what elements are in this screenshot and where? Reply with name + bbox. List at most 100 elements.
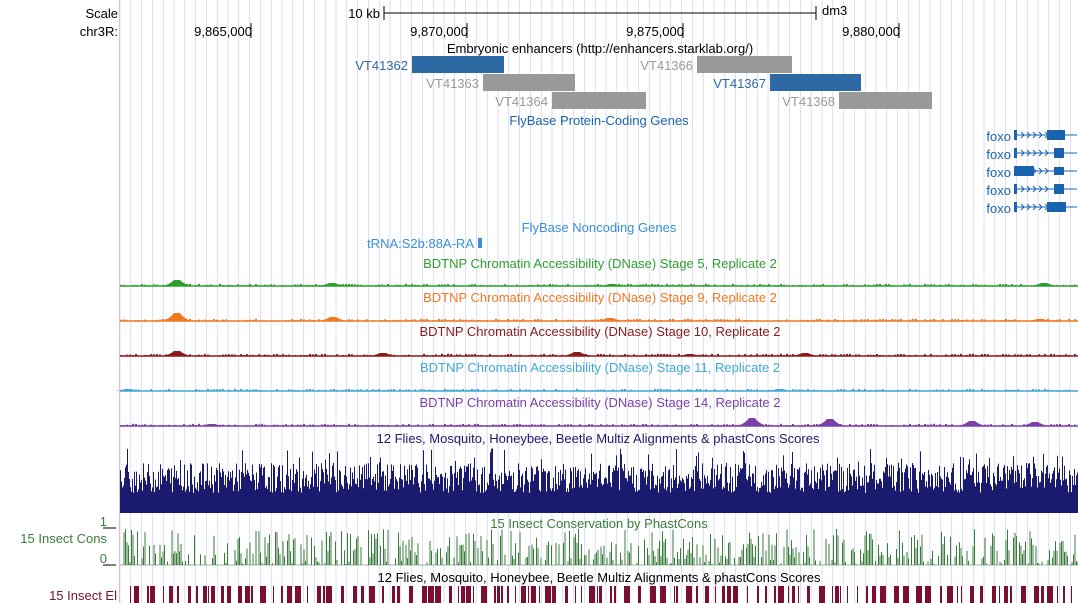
cons-bar [917,540,918,565]
cons-bar [458,562,459,565]
enhancer-vt41362[interactable] [412,56,504,73]
conserved-element [317,586,321,603]
enhancer-vt41363[interactable] [483,74,575,91]
multiz-bar [271,463,272,513]
elements-side-label[interactable]: 15 Insect El [49,588,117,603]
gene-label-foxo[interactable]: foxo [986,129,1011,144]
dnase-bar [585,390,587,391]
multiz-bar [195,487,196,513]
dnase-stage5-title[interactable]: BDTNP Chromatin Accessibility (DNase) St… [423,256,777,271]
enhancer-vt41364[interactable] [552,92,646,109]
cons-side-label[interactable]: 15 Insect Cons [20,531,107,546]
multiz-bar [971,475,972,513]
foxo-gene-models[interactable] [1014,130,1077,212]
multiz-bar [128,472,129,513]
cons-bar [252,553,254,565]
multiz-bar [836,470,837,513]
dnase-bar [714,319,716,321]
multiz-bar [904,472,905,513]
dnase-bar [939,284,941,286]
dnase-bar [159,354,161,356]
cons-bar [678,559,680,565]
conserved-elements [130,586,1072,603]
dnase-bar [501,285,503,286]
multiz-bar [909,488,910,513]
multiz-bar [700,480,701,513]
gene-label-foxo[interactable]: foxo [986,183,1011,198]
trna-feature[interactable] [478,238,482,248]
multiz-bar [419,487,420,513]
multiz-bar [1015,470,1016,513]
conserved-element [599,586,602,603]
dnase-bar [594,284,596,286]
dnase-bar [501,424,503,426]
dnase-bar [285,390,287,391]
enhancer-vt41367[interactable] [770,74,861,91]
flybase-coding-track-title[interactable]: FlyBase Protein-Coding Genes [509,113,689,128]
enhancer-label[interactable]: VT41367 [713,76,766,91]
enhancer-label[interactable]: VT41366 [640,58,693,73]
dnase-bar [318,319,320,321]
cons-bar [915,548,917,565]
conserved-element [597,586,598,603]
multiz-bar [737,475,738,513]
dnase-bar [789,354,791,356]
dnase-bar [675,389,677,391]
dnase-bar [207,388,209,391]
multiz-bar [1056,479,1057,513]
trna-gene-label[interactable]: tRNA:S2b:88A-RA [367,236,474,251]
conserved-element [733,586,738,603]
cons-bar [504,554,506,565]
cons-bar [246,548,248,565]
cons-bar [429,541,431,565]
enhancer-vt41366[interactable] [697,56,792,73]
enhancer-features[interactable] [412,56,932,109]
multiz-bar [846,485,847,513]
multiz-bar [586,482,587,513]
cons-bar [440,548,441,565]
cons-track-title[interactable]: 15 Insect Conservation by PhastCons [490,516,708,531]
multiz-bar [974,483,975,513]
multiz-bar [566,491,567,513]
multiz-bar [309,488,310,513]
dnase-stage11-title[interactable]: BDTNP Chromatin Accessibility (DNase) St… [419,360,781,375]
multiz-bar [585,468,586,513]
dnase-bar [297,424,299,426]
elements-track-title[interactable]: 12 Flies, Mosquito, Honeybee, Beetle Mul… [377,570,821,585]
multiz-bar [644,477,645,513]
dnase-stage14-title[interactable]: BDTNP Chromatin Accessibility (DNase) St… [419,395,781,410]
dnase-bar [522,355,524,356]
gene-label-foxo[interactable]: foxo [986,201,1011,216]
gene-label-foxo[interactable]: foxo [986,165,1011,180]
enhancer-label[interactable]: VT41362 [355,58,408,73]
enhancer-label[interactable]: VT41368 [782,94,835,109]
flybase-noncoding-track-title[interactable]: FlyBase Noncoding Genes [521,220,677,235]
gene-label-foxo[interactable]: foxo [986,147,1011,162]
dnase-bar [561,390,563,391]
multiz-bar [665,466,666,513]
dnase-stage9-title[interactable]: BDTNP Chromatin Accessibility (DNase) St… [423,290,777,305]
dnase-bar [672,424,674,426]
cons-bar [473,533,474,565]
multiz-bar [705,478,706,513]
dnase-bar [174,284,176,286]
enhancers-track-title[interactable]: Embryonic enhancers (http://enhancers.st… [446,41,754,56]
dnase-bar [561,425,563,426]
enhancer-label[interactable]: VT41363 [426,76,479,91]
dnase-bar [546,425,548,426]
dnase-bar [771,390,773,391]
dnase-bar [588,424,590,426]
multiz-track-title[interactable]: 12 Flies, Mosquito, Honeybee, Beetle Mul… [376,431,820,446]
dnase-bar [495,424,497,426]
enhancer-vt41368[interactable] [839,92,932,109]
cons-bar [1065,551,1067,565]
dnase-bar [213,318,215,321]
dnase-stage10-title[interactable]: BDTNP Chromatin Accessibility (DNase) St… [419,324,781,339]
enhancer-label[interactable]: VT41364 [495,94,548,109]
dnase-bar [855,285,857,286]
multiz-bar [873,471,874,513]
dnase-bar [876,284,878,286]
multiz-bar [306,474,307,513]
cons-bar [180,544,182,565]
